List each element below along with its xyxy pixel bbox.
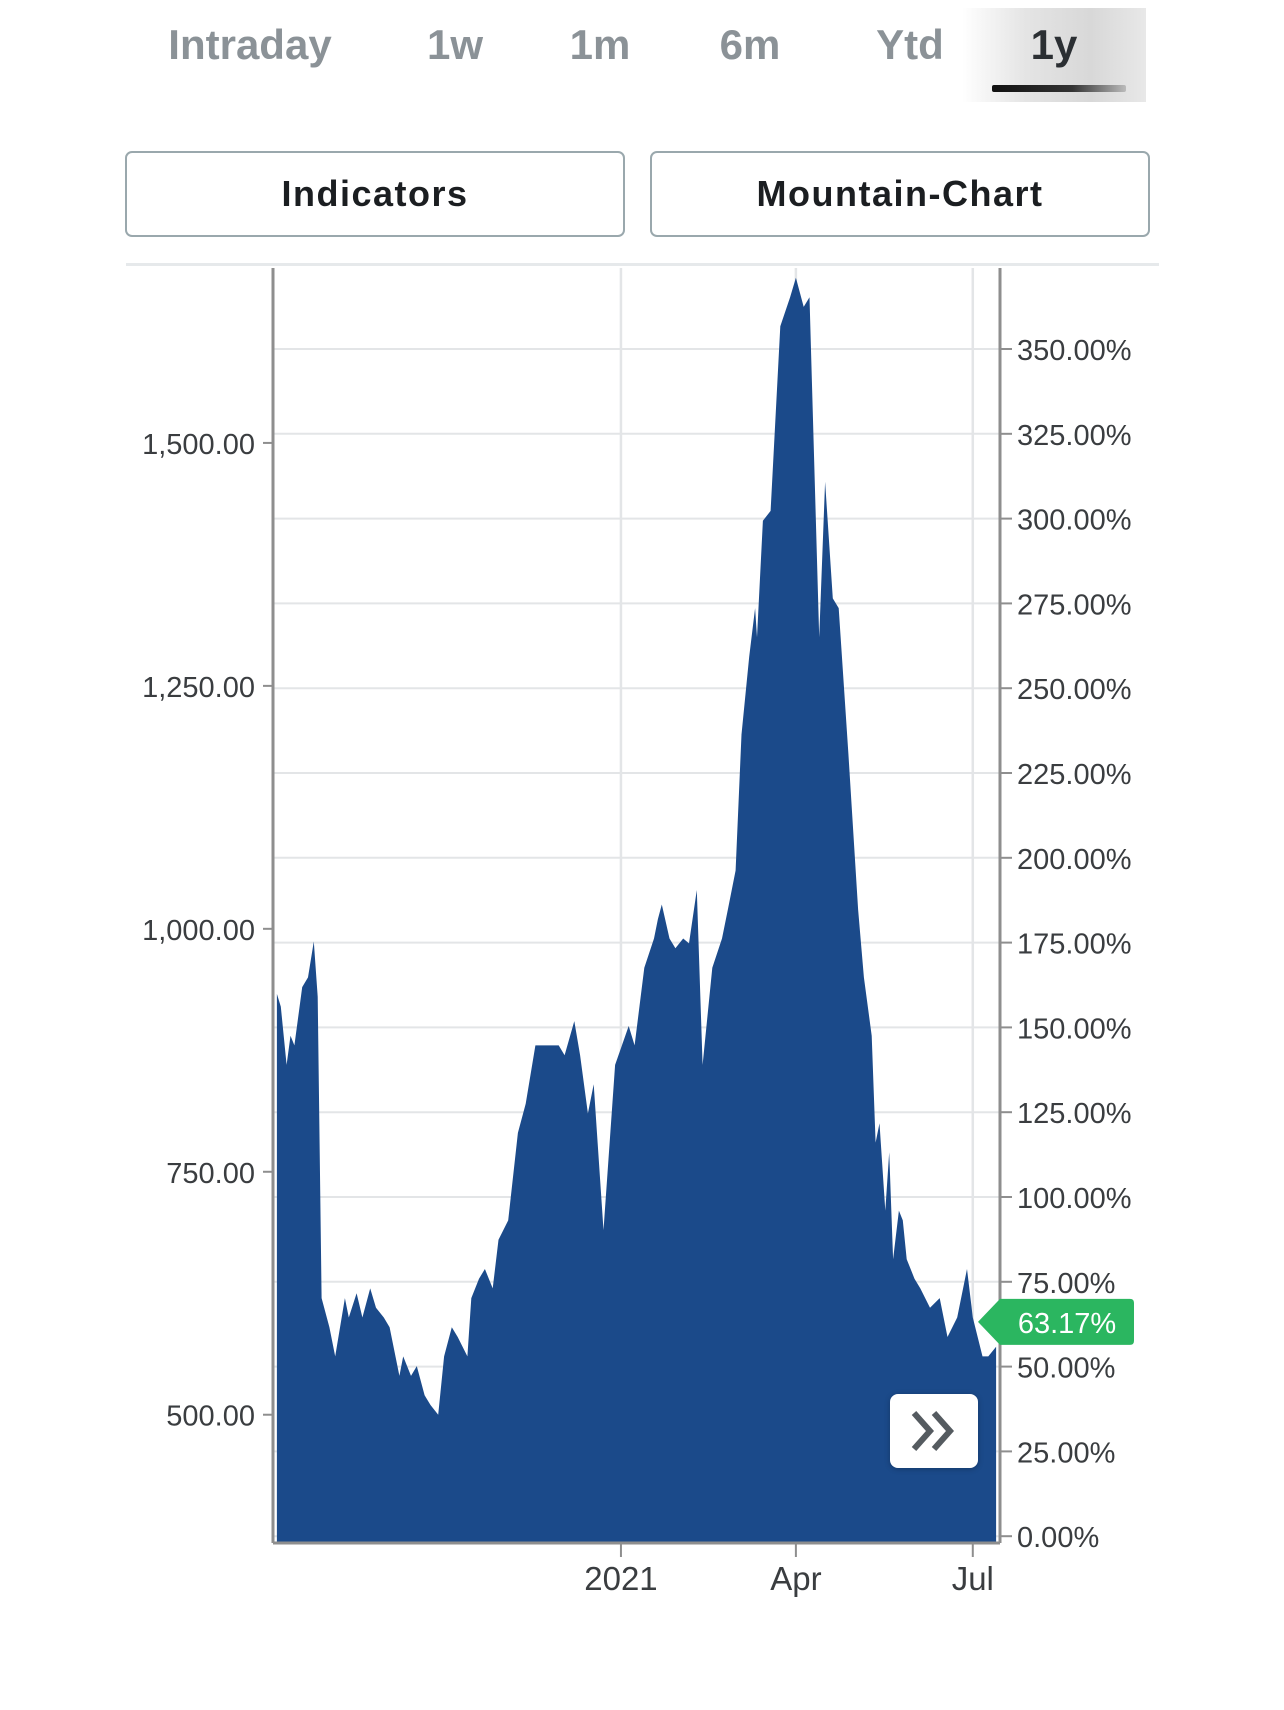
right-tick-label: 325.00%: [1017, 420, 1132, 452]
right-tick-label: 225.00%: [1017, 759, 1132, 791]
right-tick-label: 0.00%: [1017, 1522, 1099, 1554]
right-tick-label: 25.00%: [1017, 1437, 1115, 1469]
indicators-button-label: Indicators: [281, 173, 469, 214]
tab-1y[interactable]: 1y: [962, 8, 1146, 102]
tab-intraday[interactable]: Intraday: [155, 8, 345, 102]
right-tick-label: 175.00%: [1017, 929, 1132, 961]
right-tick-label: 50.00%: [1017, 1353, 1115, 1385]
tab-label: 6m: [719, 21, 781, 68]
right-tick-label: 350.00%: [1017, 335, 1132, 367]
tab-label: 1y: [1030, 21, 1078, 68]
tab-label: 1m: [569, 21, 631, 68]
double-chevron-right-icon: [911, 1411, 955, 1451]
current-value-badge: 63.17%: [978, 1298, 1134, 1345]
right-axis: 350.00% 325.00% 300.00% 275.00% 250.00% 225.0…: [1000, 335, 1132, 1554]
divider: [126, 263, 1159, 266]
left-tick-label: 500.00: [166, 1401, 255, 1433]
right-tick-label: 150.00%: [1017, 1013, 1132, 1045]
price-area: [276, 277, 997, 1544]
active-tab-underline: [992, 85, 1126, 92]
x-tick-label: 2021: [584, 1560, 657, 1597]
x-axis: 2021 Apr Jul: [584, 1543, 994, 1597]
tab-6m[interactable]: 6m: [695, 8, 805, 102]
left-tick-label: 750.00: [166, 1158, 255, 1190]
tab-1m[interactable]: 1m: [545, 8, 655, 102]
tab-ytd[interactable]: Ytd: [855, 8, 965, 102]
tab-label: 1w: [426, 21, 484, 68]
left-tick-label: 1,500.00: [142, 429, 255, 461]
tab-label: Intraday: [168, 21, 332, 68]
left-tick-label: 1,000.00: [142, 915, 255, 947]
chart-type-button[interactable]: Mountain-Chart: [650, 151, 1150, 237]
timeframe-tabs: Intraday 1w 1m 6m Ytd 1y: [0, 0, 1284, 110]
indicators-button[interactable]: Indicators: [125, 151, 625, 237]
right-tick-label: 75.00%: [1017, 1268, 1115, 1300]
current-value-label: 63.17%: [1018, 1308, 1116, 1340]
left-axis: 1,500.00 1,250.00 1,000.00 750.00 500.00: [142, 429, 273, 1433]
right-tick-label: 250.00%: [1017, 674, 1132, 706]
right-tick-label: 200.00%: [1017, 844, 1132, 876]
right-tick-label: 300.00%: [1017, 505, 1132, 537]
x-tick-label: Apr: [770, 1560, 821, 1597]
x-tick-label: Jul: [952, 1560, 994, 1597]
current-value-badge-shape: [978, 1298, 1134, 1345]
tab-label: Ytd: [876, 21, 944, 68]
left-tick-label: 1,250.00: [142, 672, 255, 704]
tab-1w[interactable]: 1w: [400, 8, 510, 102]
right-tick-label: 275.00%: [1017, 589, 1132, 621]
chart-type-button-label: Mountain-Chart: [756, 173, 1044, 214]
right-tick-label: 125.00%: [1017, 1098, 1132, 1130]
right-tick-label: 100.00%: [1017, 1183, 1132, 1215]
scroll-to-latest-button[interactable]: [890, 1394, 978, 1468]
